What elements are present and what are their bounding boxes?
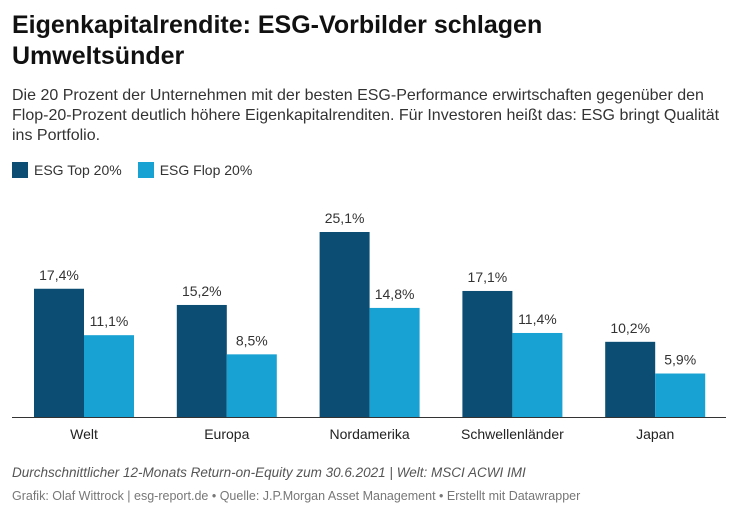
chart-subtitle: Die 20 Prozent der Unternehmen mit der b… — [12, 87, 720, 144]
bar-flop-1 — [226, 354, 277, 417]
footer-author: Grafik: Olaf Wittrock | esg-report.de — [12, 489, 209, 503]
bar-top-3 — [462, 290, 513, 417]
footer-separator: • — [208, 489, 220, 503]
bar-top-4 — [605, 341, 656, 417]
category-label-2: Nordamerika — [330, 426, 410, 442]
data-label-top-4: 10,2% — [610, 320, 650, 336]
data-label-top-0: 17,4% — [39, 267, 79, 283]
legend-item-top: ESG Top 20% — [12, 162, 122, 178]
footer-tool: Erstellt mit Datawrapper — [446, 489, 581, 503]
category-label-1: Europa — [204, 426, 249, 442]
chart-title: Eigenkapitalrendite: ESG-Vorbilder schla… — [12, 11, 543, 70]
chart-footer: Grafik: Olaf Wittrock | esg-report.de • … — [12, 489, 580, 503]
category-label-3: Schwellenländer — [461, 426, 564, 442]
data-label-top-2: 25,1% — [325, 210, 365, 226]
footer-source: Quelle: J.P.Morgan Asset Management — [219, 489, 436, 503]
category-label-0: Welt — [70, 426, 98, 442]
data-label-flop-0: 11,1% — [90, 313, 129, 329]
data-label-top-3: 17,1% — [468, 269, 508, 285]
bar-flop-2 — [369, 307, 420, 417]
legend-label-top: ESG Top 20% — [34, 162, 122, 178]
category-label-4: Japan — [636, 426, 674, 442]
legend-label-flop: ESG Flop 20% — [159, 162, 253, 178]
bar-top-0 — [34, 288, 84, 417]
bar-flop-3 — [512, 332, 563, 417]
data-label-flop-2: 14,8% — [375, 286, 415, 302]
data-label-top-1: 15,2% — [182, 283, 222, 299]
legend-swatch-flop — [137, 162, 154, 178]
bar-top-2 — [319, 232, 370, 417]
bar-flop-0 — [84, 335, 134, 417]
legend-swatch-top — [12, 162, 28, 178]
legend: ESG Top 20% ESG Flop 20% — [12, 162, 268, 178]
footer-separator: • — [435, 489, 447, 503]
data-label-flop-4: 5,9% — [664, 352, 696, 368]
chart-notes: Durchschnittlicher 12-Monats Return-on-E… — [12, 465, 526, 480]
bar-top-1 — [176, 304, 227, 417]
bar-chart: 17,4% 11,1% Welt 15,2% 8,5% Europa 25,1% 14,8% N… — [12, 210, 726, 442]
legend-item-flop: ESG Flop 20% — [137, 162, 253, 178]
bar-flop-4 — [655, 373, 706, 417]
data-label-flop-1: 8,5% — [236, 332, 268, 348]
data-label-flop-3: 11,4% — [518, 311, 557, 327]
